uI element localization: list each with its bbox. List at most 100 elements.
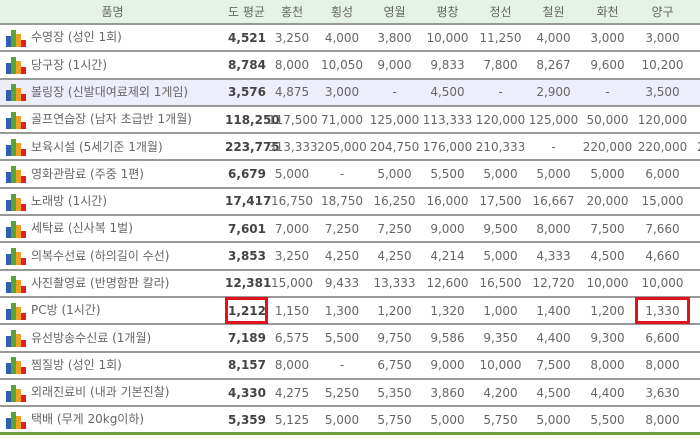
average-cell: 4,330 — [225, 378, 268, 408]
item-name-cell[interactable]: 택배 (무게 20kg이하) — [0, 406, 225, 435]
table-row[interactable]: 세탁료 (신사복 1벌) 7,601 7,000 7,250 7,250 9,000 9,5… — [0, 215, 700, 244]
item-name[interactable]: 수영장 (성인 1회) — [31, 30, 122, 45]
table-row[interactable]: 볼링장 (신발대여료제외 1게임) 3,576 4,875 3,000-4,500-2… — [0, 78, 700, 107]
region-cell: 1,330 — [635, 296, 690, 326]
region-cell — [690, 324, 700, 353]
bar-chart-icon[interactable] — [6, 329, 26, 348]
region-cell: 9,586 — [421, 324, 474, 353]
item-name[interactable]: 택배 (무게 20kg이하) — [31, 412, 145, 427]
region-cell: 5,000 — [474, 242, 527, 271]
region-cell: - — [316, 160, 368, 189]
item-name-cell[interactable]: 보육시설 (5세기준 1개월) — [0, 133, 225, 162]
table-row[interactable]: PC방 (1시간) 1,212 1,150 1,300 1,200 1,320 1,000 1… — [0, 296, 700, 326]
region-cell: 5,750 — [474, 406, 527, 435]
region-cell: - — [580, 78, 635, 107]
bar-chart-icon[interactable] — [6, 411, 26, 429]
bar-chart-icon[interactable] — [6, 83, 26, 102]
region-cell: 10,000 — [580, 269, 635, 298]
region-cell: 8,000 — [527, 215, 580, 244]
item-name[interactable]: 세탁료 (신사복 1벌) — [31, 221, 133, 236]
item-name[interactable]: 당구장 (1시간) — [31, 57, 108, 72]
region-cell: 6,000 — [635, 160, 690, 189]
region-cell: 2,900 — [527, 78, 580, 107]
bar-chart-icon[interactable] — [6, 56, 26, 75]
table-row[interactable]: 수영장 (성인 1회) 4,521 3,250 4,000 3,800 10,000 11,… — [0, 24, 700, 53]
item-name[interactable]: 볼링장 (신발대여료제외 1게임) — [31, 84, 189, 99]
item-name-cell[interactable]: 당구장 (1시간) — [0, 51, 225, 80]
table-row[interactable]: 노래방 (1시간) 17,417 16,750 18,750 16,250 16,000 1… — [0, 187, 700, 217]
region-cell: 10,000 — [635, 269, 690, 298]
table-row[interactable]: 당구장 (1시간) 8,784 8,000 10,050 9,000 9,833 7,800… — [0, 51, 700, 80]
bar-chart-icon[interactable] — [6, 165, 26, 184]
item-name[interactable]: 영화관람료 (주중 1편) — [31, 166, 144, 181]
item-name-cell[interactable]: 볼링장 (신발대여료제외 1게임) — [0, 78, 225, 107]
average-cell: 8,784 — [225, 51, 268, 80]
table-row[interactable]: 의복수선료 (하의길이 수선) 3,853 3,250 4,250 4,250 4,214… — [0, 242, 700, 271]
item-name-cell[interactable]: 의복수선료 (하의길이 수선) — [0, 242, 225, 271]
table-row[interactable]: 골프연습장 (남자 초급반 1개월) 118,250 117,500 71,000 12… — [0, 105, 700, 135]
region-cell: 5,350 — [368, 378, 421, 408]
region-cell: 313,333 — [268, 133, 318, 162]
region-cell: 20,000 — [580, 187, 635, 217]
region-cell — [690, 187, 700, 217]
item-name-cell[interactable]: 유선방송수신료 (1개월) — [0, 324, 225, 353]
bar-chart-icon[interactable] — [6, 302, 26, 320]
average-cell: 5,359 — [225, 406, 268, 435]
item-name-cell[interactable]: PC방 (1시간) — [0, 296, 225, 326]
region-cell: 7,000 — [268, 215, 316, 244]
table-row[interactable]: 영화관람료 (주중 1편) 6,679 5,000-5,000 5,500 5,000 5… — [0, 160, 700, 189]
table-row[interactable]: 보육시설 (5세기준 1개월) 223,775 313,333 205,000 204,… — [0, 133, 700, 162]
region-cell — [690, 378, 700, 408]
region-cell: 6,750 — [368, 351, 421, 380]
region-cell: 4,250 — [368, 242, 421, 271]
region-cell: 1,000 — [474, 296, 527, 326]
region-cell: 3,250 — [268, 242, 316, 271]
item-name[interactable]: 골프연습장 (남자 초급반 1개월) — [31, 112, 192, 127]
region-cell: 1,300 — [316, 296, 368, 326]
region-cell: 9,500 — [474, 215, 527, 244]
item-name-cell[interactable]: 세탁료 (신사복 1벌) — [0, 215, 225, 244]
bar-chart-icon[interactable] — [6, 356, 26, 375]
table-row[interactable]: 사진촬영료 (반명함판 칼라) 12,381 15,000 9,433 13,333 12… — [0, 269, 700, 298]
item-name[interactable]: 외래진료비 (내과 기본진찰) — [31, 385, 170, 400]
region-cell: 117,500 — [268, 105, 318, 135]
region-cell — [690, 351, 700, 380]
region-cell: 7,800 — [474, 51, 527, 80]
bar-chart-icon[interactable] — [6, 275, 26, 293]
item-name[interactable]: PC방 (1시간) — [31, 303, 101, 318]
region-cell: 4,200 — [474, 378, 527, 408]
region-cell: 1,200 — [580, 296, 635, 326]
average-cell: 17,417 — [225, 187, 271, 217]
item-name-cell[interactable]: 외래진료비 (내과 기본진찰) — [0, 378, 225, 408]
item-name-cell[interactable]: 골프연습장 (남자 초급반 1개월) — [0, 105, 225, 135]
table-row[interactable]: 유선방송수신료 (1개월) 7,189 6,575 5,500 9,750 9,586 9,… — [0, 324, 700, 353]
region-cell: 5,000 — [421, 406, 474, 435]
region-cell: 4,500 — [527, 378, 580, 408]
region-cell: 5,750 — [368, 406, 421, 435]
bar-chart-icon[interactable] — [6, 138, 26, 157]
bar-chart-icon[interactable] — [6, 247, 26, 266]
region-cell: 1,150 — [268, 296, 316, 326]
item-name[interactable]: 노래방 (1시간) — [31, 194, 108, 209]
item-name-cell[interactable]: 수영장 (성인 1회) — [0, 24, 225, 53]
bar-chart-icon[interactable] — [6, 220, 26, 238]
bar-chart-icon[interactable] — [6, 193, 26, 211]
table-row[interactable]: 외래진료비 (내과 기본진찰) 4,330 4,275 5,250 5,350 3,860… — [0, 378, 700, 408]
bar-chart-icon[interactable] — [6, 29, 26, 47]
item-name[interactable]: 유선방송수신료 (1개월) — [31, 330, 152, 345]
region-cell: 4,400 — [580, 378, 635, 408]
average-cell: 7,601 — [225, 215, 268, 244]
item-name-cell[interactable]: 영화관람료 (주중 1편) — [0, 160, 225, 189]
table-row[interactable]: 택배 (무게 20kg이하) 5,359 5,125 5,000 5,750 5,000 5… — [0, 406, 700, 435]
item-name[interactable]: 보육시설 (5세기준 1개월) — [31, 139, 163, 154]
bar-chart-icon[interactable] — [6, 384, 26, 402]
item-name-cell[interactable]: 찜질방 (성인 1회) — [0, 351, 225, 380]
item-name[interactable]: 의복수선료 (하의길이 수선) — [31, 248, 170, 263]
item-name-cell[interactable]: 사진촬영료 (반명함판 칼라) — [0, 269, 225, 298]
item-name[interactable]: 사진촬영료 (반명함판 칼라) — [31, 276, 170, 291]
table-row[interactable]: 찜질방 (성인 1회) 8,157 8,000-6,750 9,000 10,000 7,… — [0, 351, 700, 380]
item-name[interactable]: 찜질방 (성인 1회) — [31, 357, 122, 372]
average-cell: 1,212 — [225, 296, 268, 326]
item-name-cell[interactable]: 노래방 (1시간) — [0, 187, 225, 217]
bar-chart-icon[interactable] — [6, 111, 26, 129]
